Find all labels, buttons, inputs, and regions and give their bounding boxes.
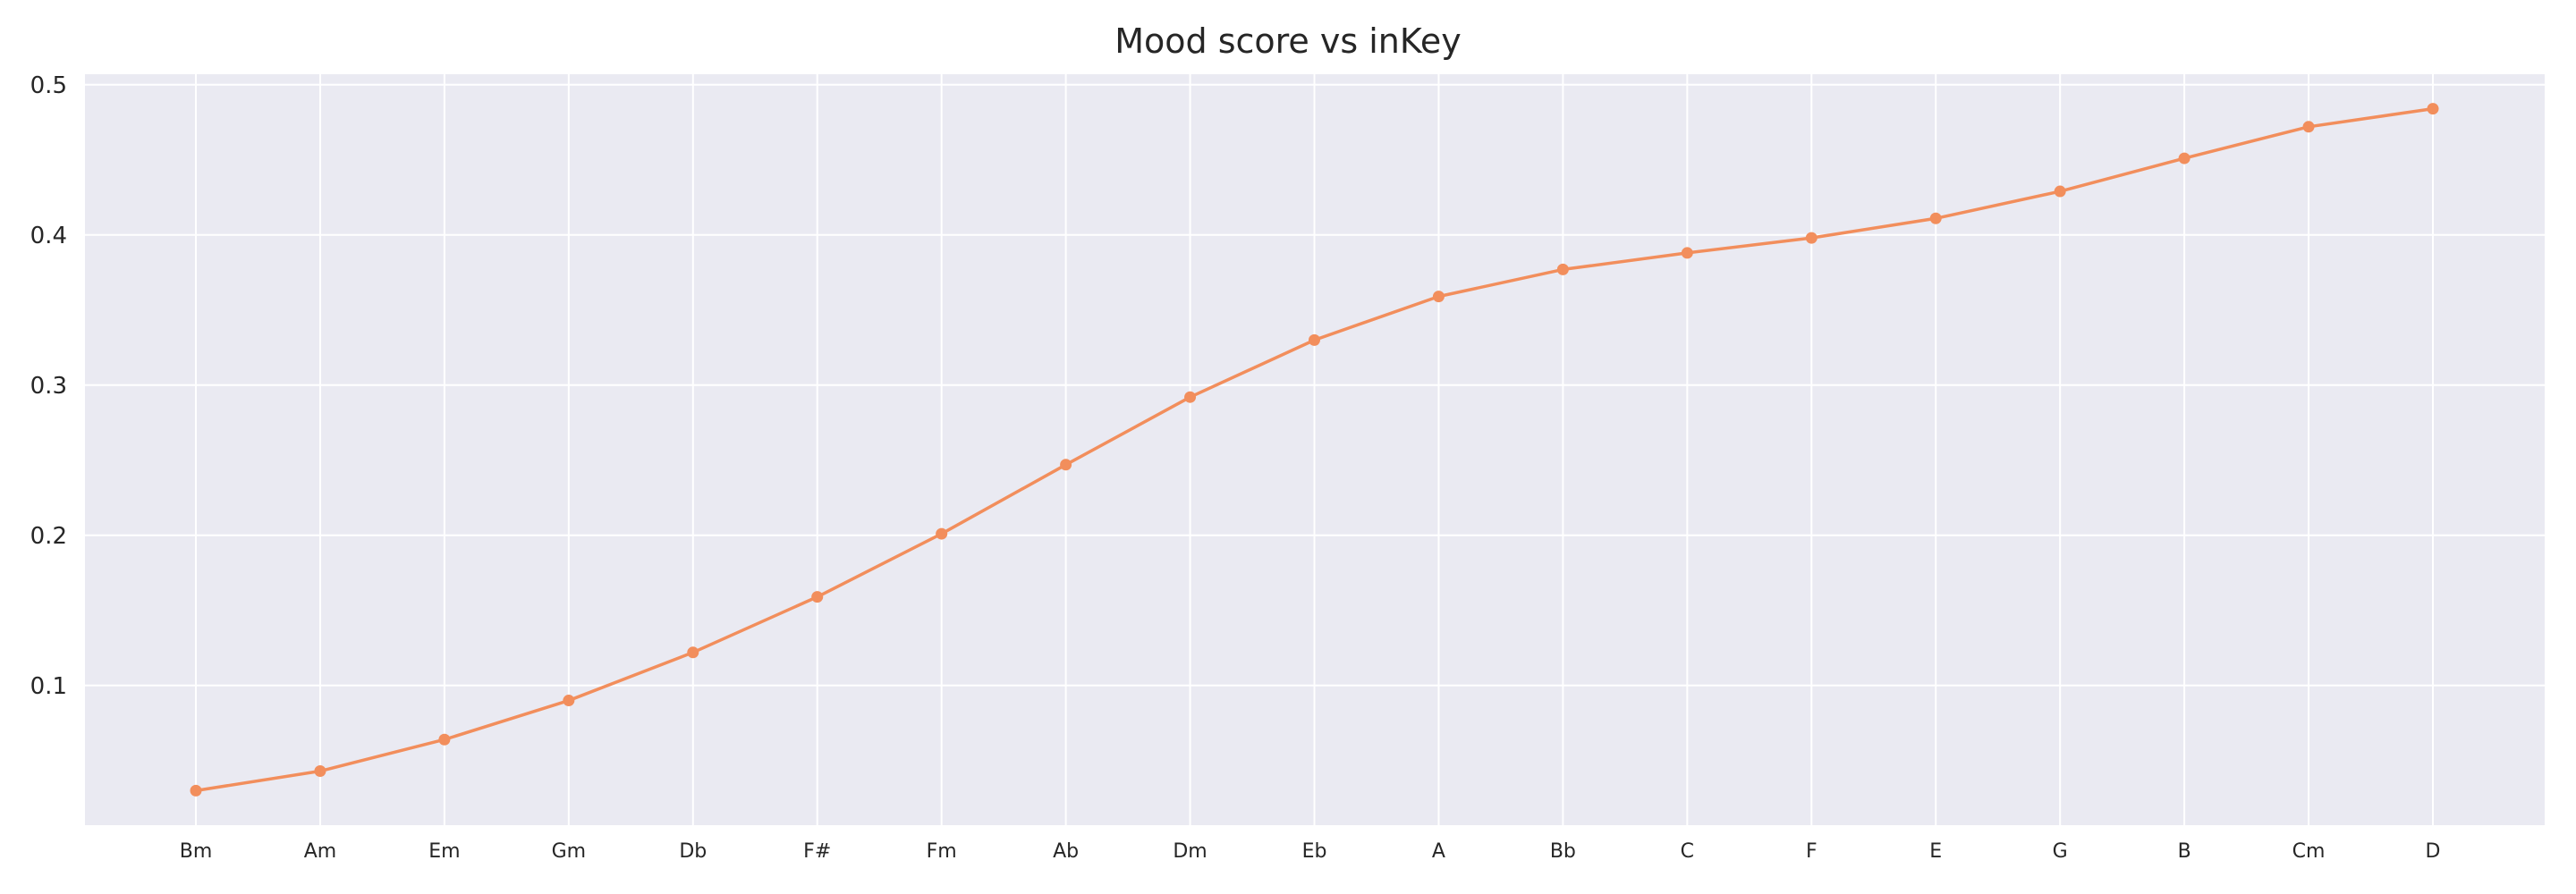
x-tick-label: Dm [1173, 840, 1207, 863]
data-point [2302, 121, 2315, 133]
x-tick-label: Bb [1550, 840, 1576, 863]
data-point [936, 527, 948, 540]
data-point [2054, 185, 2066, 198]
x-tick-label: Bm [180, 840, 213, 863]
data-point [1184, 391, 1197, 403]
x-tick-label: Em [428, 840, 460, 863]
x-tick-label: D [2426, 840, 2441, 863]
data-point [2427, 103, 2439, 115]
x-tick-label: Eb [1302, 840, 1327, 863]
data-point [1556, 263, 1569, 275]
data-point [1681, 247, 1693, 259]
data-point [1432, 291, 1445, 303]
x-tick-label: Db [679, 840, 707, 863]
data-point [2178, 152, 2190, 164]
y-tick-labels: 0.1 0.2 0.3 0.4 0.5 [30, 72, 67, 700]
x-tick-label: F# [803, 840, 831, 863]
x-tick-label: B [2178, 840, 2191, 863]
x-tick-label: A [1432, 840, 1445, 863]
data-point [811, 591, 824, 603]
data-point [190, 784, 202, 797]
x-tick-label: Am [304, 840, 336, 863]
data-point [1805, 232, 1818, 244]
x-tick-label: C [1681, 840, 1694, 863]
data-point [563, 695, 575, 707]
y-tick-label: 0.3 [30, 373, 67, 400]
y-tick-label: 0.4 [30, 223, 67, 249]
x-tick-label: Ab [1053, 840, 1079, 863]
y-tick-label: 0.5 [30, 72, 67, 99]
x-tick-label: G [2053, 840, 2068, 863]
data-point [438, 733, 451, 746]
data-point [687, 646, 699, 659]
x-tick-label: Cm [2292, 840, 2326, 863]
series-points [190, 103, 2439, 797]
x-tick-label: F [1806, 840, 1818, 863]
chart-title: Mood score vs inKey [1114, 21, 1462, 61]
data-point [1060, 459, 1072, 471]
x-tick-label: Fm [927, 840, 957, 863]
y-tick-label: 0.2 [30, 523, 67, 550]
x-tick-labels: Bm Am Em Gm Db F# Fm Ab Dm Eb A Bb C F E G B Cm D [180, 840, 2441, 863]
y-tick-label: 0.1 [30, 673, 67, 700]
x-tick-label: E [1929, 840, 1942, 863]
x-tick-label: Gm [552, 840, 586, 863]
data-point [1309, 333, 1320, 346]
data-point [314, 765, 326, 778]
data-point [1929, 212, 1942, 224]
x-gridlines [195, 74, 2434, 825]
